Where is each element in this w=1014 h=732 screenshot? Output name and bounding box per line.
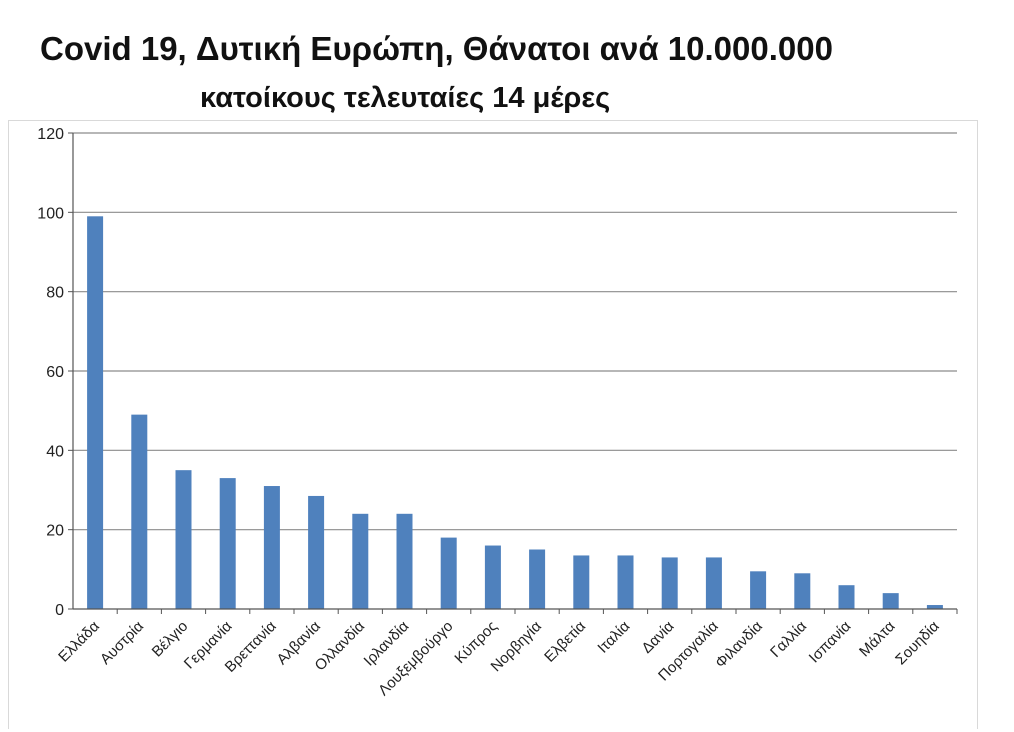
- bar: [308, 495, 325, 609]
- bar: [661, 557, 678, 609]
- bar: [750, 571, 767, 609]
- bar: [617, 555, 634, 609]
- x-tick-label: Σουηδία: [892, 618, 943, 669]
- bar: [838, 585, 855, 609]
- y-tick-label: 120: [37, 126, 64, 143]
- x-tick-label: Δανία: [638, 618, 677, 657]
- y-tick-label: 20: [46, 523, 64, 540]
- x-tick-label: Φιλανδία: [712, 618, 766, 672]
- y-tick-label: 60: [46, 364, 64, 381]
- y-axis-ticks: 0 20 40 60 80 100 120: [37, 126, 73, 619]
- bar: [396, 513, 413, 609]
- x-tick-label: Ελβετία: [541, 618, 589, 666]
- bar: [352, 513, 369, 609]
- bar: [219, 478, 236, 609]
- y-tick-label: 80: [46, 285, 64, 302]
- bar: [573, 555, 590, 609]
- bars: [87, 216, 943, 610]
- bar: [926, 605, 943, 609]
- y-tick-label: 100: [37, 205, 64, 222]
- bar: [484, 545, 501, 609]
- chart-title-line2: κατοίκους τελευταίες 14 μέρες: [200, 82, 611, 114]
- bar: [529, 549, 546, 609]
- bar: [440, 537, 457, 609]
- bar: [705, 557, 722, 609]
- bar: [131, 414, 148, 609]
- gridlines: [73, 132, 957, 531]
- bar: [175, 470, 192, 609]
- bar: [263, 486, 280, 609]
- x-tick-label: Μάλτα: [856, 618, 899, 661]
- x-tick-label: Ελλάδα: [55, 618, 103, 666]
- y-tick-label: 40: [46, 443, 64, 460]
- x-tick-label: Βέλγιο: [149, 618, 192, 661]
- bar: [87, 216, 104, 610]
- axes: [72, 133, 958, 614]
- x-tick-label: Γαλλία: [767, 618, 810, 661]
- chart-frame: [8, 120, 978, 729]
- bar: [882, 593, 899, 609]
- bar: [794, 573, 811, 609]
- chart-title-line1: Covid 19, Δυτική Ευρώπη, Θάνατοι ανά 10.…: [40, 30, 833, 67]
- x-tick-label: Ιταλία: [594, 618, 633, 657]
- x-tick-label: Ισπανία: [806, 618, 855, 667]
- y-tick-label: 0: [55, 602, 64, 619]
- x-tick-label: Αυστρία: [97, 618, 147, 668]
